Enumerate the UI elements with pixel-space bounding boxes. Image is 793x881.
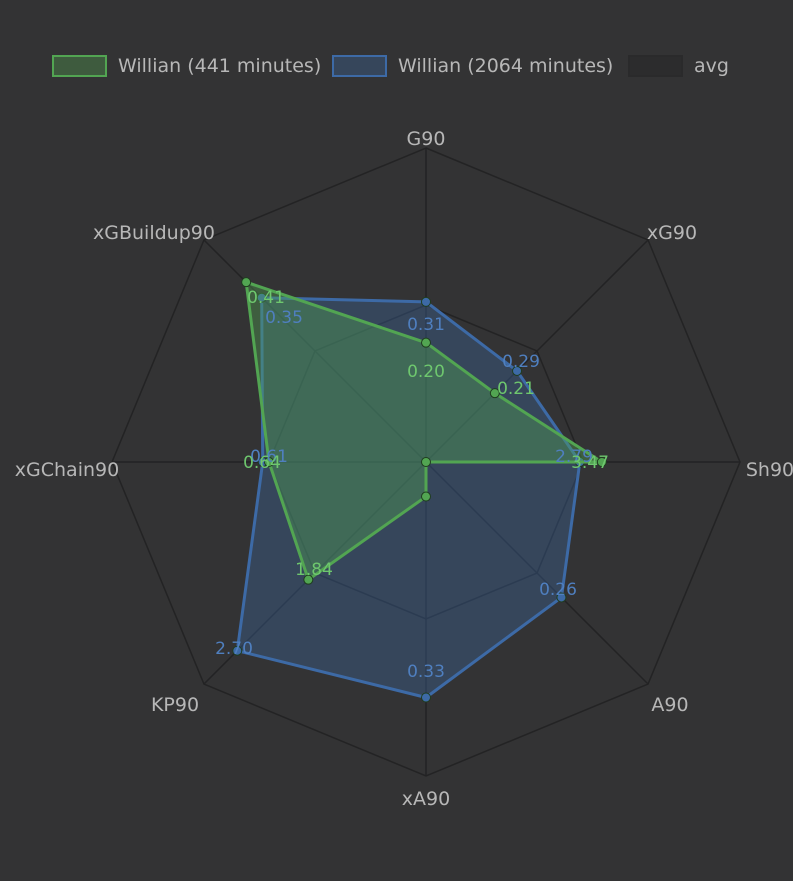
legend-item-avg[interactable]: avg	[628, 53, 729, 79]
data-point	[421, 296, 431, 307]
axis-label-xgchain90: xGChain90	[15, 459, 119, 481]
grid-spoke	[425, 461, 649, 685]
legend-item-blue-series[interactable]: Willian (2064 minutes)	[332, 53, 613, 79]
data-point	[303, 574, 314, 585]
axis-label-a90: A90	[651, 694, 688, 716]
grid-spoke	[425, 239, 649, 463]
legend-item-green-series[interactable]: Willian (441 minutes)	[52, 53, 321, 79]
data-point	[489, 388, 500, 399]
data-point	[421, 337, 431, 348]
legend-swatch-green	[52, 55, 107, 77]
value-label: 0.26	[539, 580, 577, 600]
data-point	[256, 292, 267, 303]
value-label: 1.84	[295, 560, 333, 580]
data-point	[421, 692, 431, 703]
data-point	[556, 592, 567, 603]
data-point	[512, 365, 523, 376]
axis-label-xg90: xG90	[647, 222, 697, 244]
data-point	[421, 491, 431, 502]
grid-spoke	[203, 461, 427, 685]
value-label: 2.79	[555, 447, 593, 467]
value-label: 0.64	[243, 453, 281, 473]
value-label: 3.47	[571, 453, 609, 473]
data-point	[264, 457, 274, 467]
axis-label-xgbuildup90: xGBuildup90	[93, 222, 215, 244]
value-label: 0.31	[407, 315, 445, 335]
value-label: 0.20	[407, 362, 445, 382]
value-label: 0.21	[497, 379, 535, 399]
axis-label-sh90: Sh90	[746, 459, 793, 481]
value-label: 0.35	[265, 308, 303, 328]
value-label: 0.41	[247, 288, 285, 308]
legend-swatch-blue	[332, 55, 387, 77]
data-point	[421, 457, 431, 467]
legend: Willian (441 minutes) Willian (2064 minu…	[0, 53, 793, 81]
value-label: 0.61	[250, 447, 288, 467]
value-label: 2.70	[215, 639, 253, 659]
legend-label: Willian (441 minutes)	[118, 55, 322, 77]
data-point	[241, 277, 252, 288]
legend-swatch-avg	[628, 55, 683, 77]
data-point	[596, 457, 607, 467]
value-label: 0.33	[407, 662, 445, 682]
data-point	[232, 645, 243, 656]
value-label: 0.29	[502, 352, 540, 372]
axis-label-g90: G90	[407, 128, 446, 150]
legend-label: avg	[694, 55, 729, 77]
legend-label: Willian (2064 minutes)	[398, 55, 614, 77]
axis-label-kp90: KP90	[151, 694, 199, 716]
axis-label-xa90: xA90	[402, 788, 450, 810]
grid-spoke	[203, 239, 427, 463]
